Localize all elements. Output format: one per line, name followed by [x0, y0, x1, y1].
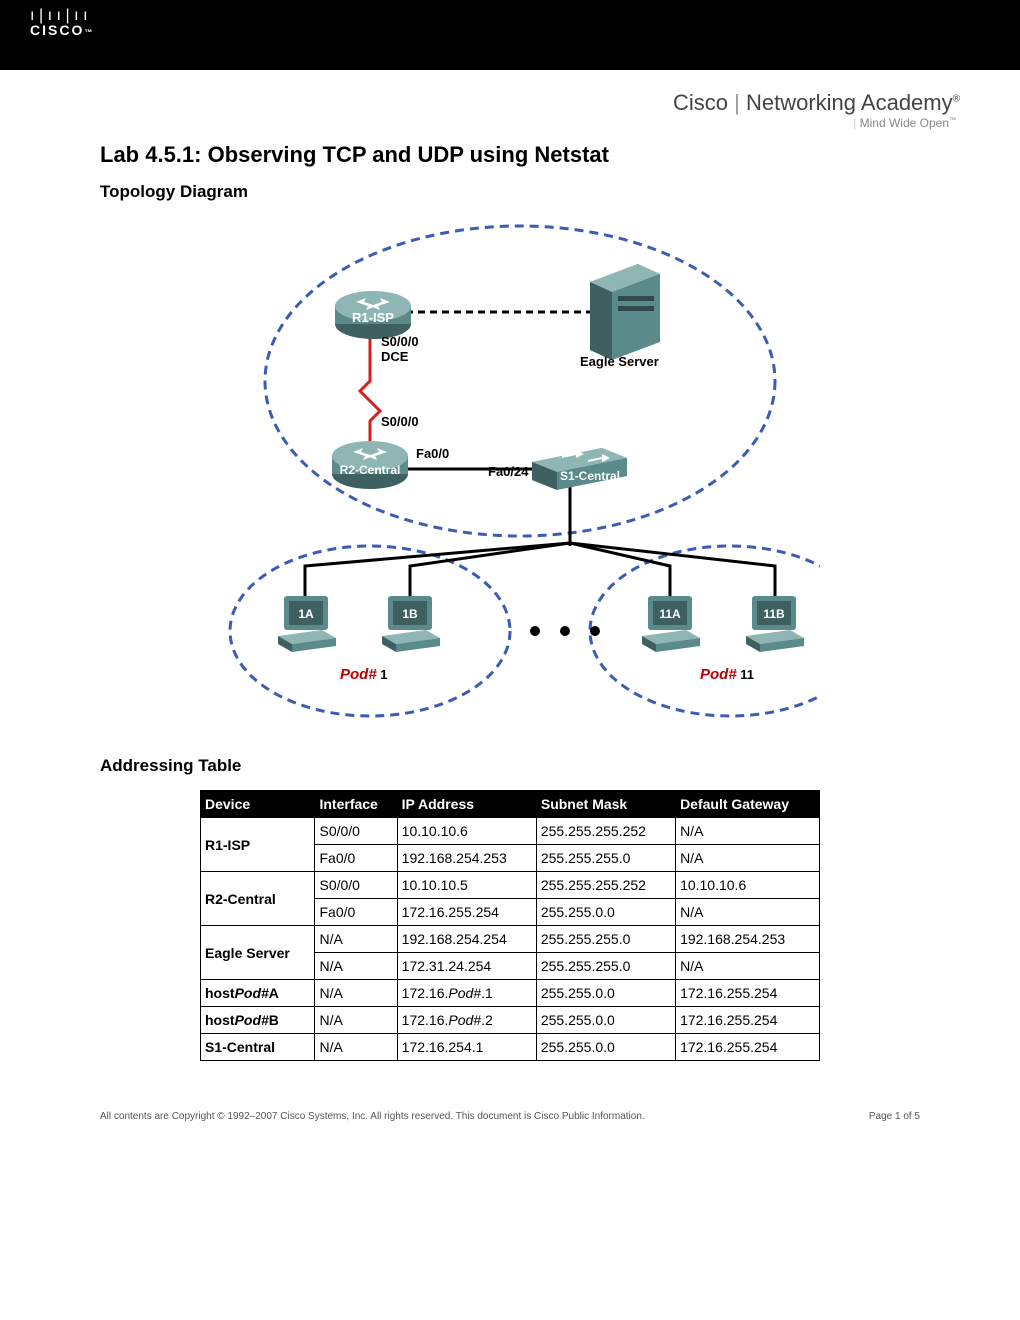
label-eagle: Eagle Server [580, 354, 659, 369]
addressing-table: DeviceInterfaceIP AddressSubnet MaskDefa… [200, 790, 820, 1061]
footer: All contents are Copyright © 1992–2007 C… [0, 1061, 1020, 1142]
switch-s1: S1-Central [532, 448, 627, 490]
pc-1a: 1A [278, 596, 336, 652]
label-s000-dce: S0/0/0DCE [381, 334, 419, 364]
pc-11b: 11B [746, 596, 804, 652]
pc-1b: 1B [382, 596, 440, 652]
header-brand: Cisco | Networking Academy® | Mind Wide … [0, 70, 1020, 130]
svg-text:11B: 11B [763, 607, 785, 621]
svg-text:S1-Central: S1-Central [560, 469, 620, 483]
cisco-logo: ı|ıı|ıı CISCO™ [30, 10, 94, 38]
svg-text:1B: 1B [402, 607, 418, 621]
label-fa024: Fa0/24 [488, 464, 528, 479]
svg-text:R2-Central: R2-Central [340, 463, 401, 477]
page-title: Lab 4.5.1: Observing TCP and UDP using N… [100, 142, 920, 168]
brand-left: Cisco [673, 90, 728, 115]
pod-1: Pod# 1 [340, 666, 388, 683]
router-r1: R1-ISP [335, 291, 411, 339]
svg-text:R1-ISP: R1-ISP [352, 310, 394, 325]
pc-11a: 11A [642, 596, 700, 652]
brand-right: Networking Academy [746, 90, 953, 115]
section-table: Addressing Table [100, 756, 920, 776]
label-fa00: Fa0/0 [416, 446, 449, 461]
page-number: Page 1 of 5 [869, 1111, 920, 1122]
router-r2: R2-Central [332, 441, 408, 489]
section-topology: Topology Diagram [100, 182, 920, 202]
top-bar: ı|ıı|ıı CISCO™ [0, 0, 1020, 70]
label-s000: S0/0/0 [381, 414, 419, 429]
pod-11: Pod# 11 [700, 666, 754, 683]
eagle-server [590, 264, 660, 360]
copyright: All contents are Copyright © 1992–2007 C… [100, 1111, 645, 1122]
svg-text:1A: 1A [298, 607, 314, 621]
svg-text:11A: 11A [659, 607, 681, 621]
tagline: Mind Wide Open [860, 116, 949, 130]
topology-diagram: R1-ISP R2-Central [200, 216, 820, 726]
